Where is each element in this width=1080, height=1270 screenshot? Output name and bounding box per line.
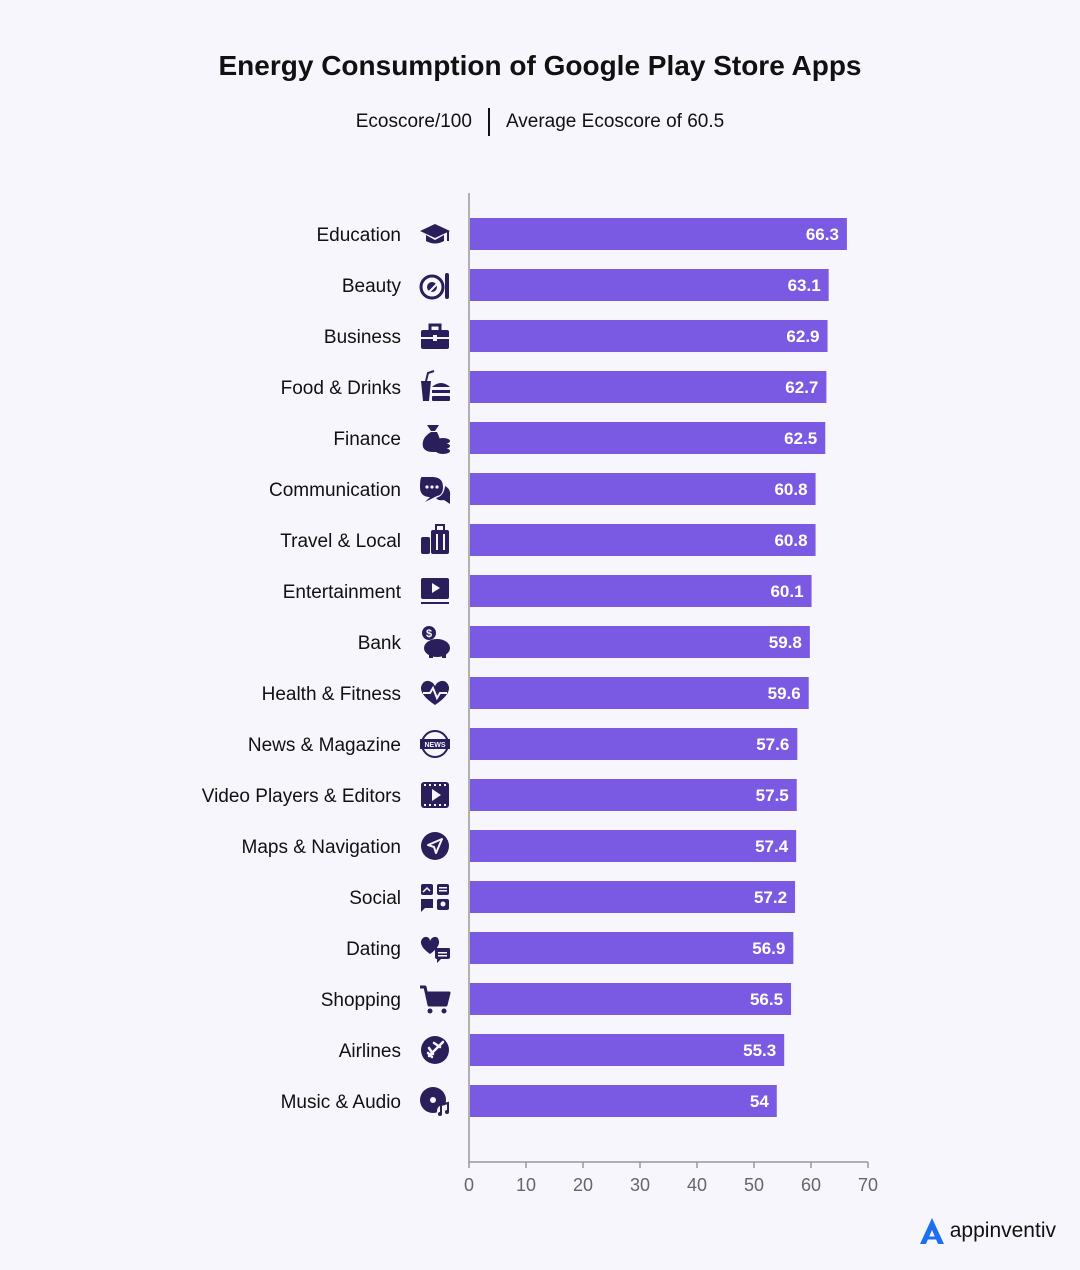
shopping-cart-icon — [420, 985, 451, 1014]
category-label-communication: Communication — [269, 480, 401, 501]
subtitle-divider — [487, 108, 490, 136]
x-tick-label: 10 — [516, 1175, 536, 1195]
hearts-chat-icon — [420, 936, 450, 963]
chart-title: Energy Consumption of Google Play Store … — [218, 50, 862, 81]
category-label-education: Education — [316, 225, 401, 246]
value-label-finance: 62.5 — [784, 429, 817, 448]
chart-subtitle: Ecoscore/100 Average Ecoscore of 60.5 — [0, 108, 1080, 136]
briefcase-icon — [421, 323, 449, 349]
category-label-airlines: Airlines — [339, 1041, 401, 1062]
value-label-health-fitness: 59.6 — [768, 684, 801, 703]
bar-finance — [470, 422, 826, 454]
bar-health-fitness — [470, 677, 809, 709]
music-disc-icon — [420, 1087, 449, 1117]
value-label-business: 62.9 — [786, 327, 819, 346]
value-label-food-drinks: 62.7 — [785, 378, 818, 397]
category-label-entertainment: Entertainment — [283, 582, 402, 603]
value-label-news-magazine: 57.6 — [756, 735, 789, 754]
value-label-shopping: 56.5 — [750, 990, 783, 1009]
brand-name: appinventiv — [949, 1219, 1056, 1242]
bar-airlines — [470, 1034, 785, 1066]
category-label-business: Business — [324, 327, 401, 348]
graduation-cap-icon — [420, 224, 450, 244]
chat-bubbles-icon — [420, 477, 451, 504]
bar-bank — [470, 626, 810, 658]
food-drink-icon — [421, 370, 450, 401]
luggage-icon — [421, 524, 449, 554]
x-tick-label: 20 — [573, 1175, 593, 1195]
value-label-video-players-editors: 57.5 — [756, 786, 789, 805]
category-label-news-magazine: News & Magazine — [248, 735, 401, 756]
svg-text:NEWS: NEWS — [425, 742, 446, 749]
bar-video-players-editors — [470, 779, 797, 811]
value-label-travel-local: 60.8 — [774, 531, 807, 550]
news-globe-icon: NEWS — [420, 730, 450, 758]
category-label-bank: Bank — [358, 633, 402, 654]
value-label-music-audio: 54 — [750, 1092, 769, 1111]
bar-news-magazine — [470, 728, 798, 760]
category-label-video-players-editors: Video Players & Editors — [202, 786, 401, 807]
category-label-music-audio: Music & Audio — [281, 1092, 401, 1113]
navigation-arrow-icon — [421, 832, 449, 860]
x-tick-label: 60 — [801, 1175, 821, 1195]
bar-business — [470, 320, 828, 352]
value-label-beauty: 63.1 — [788, 276, 821, 295]
airplane-icon — [421, 1036, 449, 1064]
category-label-dating: Dating — [346, 939, 401, 960]
category-label-maps-navigation: Maps & Navigation — [242, 837, 401, 858]
bar-travel-local — [470, 524, 816, 556]
subtitle-average: Average Ecoscore of 60.5 — [505, 111, 725, 132]
value-label-social: 57.2 — [754, 888, 787, 907]
money-bag-icon — [422, 425, 450, 454]
value-label-airlines: 55.3 — [743, 1041, 776, 1060]
piggy-bank-icon: $ — [422, 626, 450, 658]
category-label-travel-local: Travel & Local — [280, 531, 401, 552]
bar-music-audio — [470, 1085, 777, 1117]
category-label-health-fitness: Health & Fitness — [262, 684, 401, 705]
value-label-maps-navigation: 57.4 — [755, 837, 789, 856]
bar-communication — [470, 473, 816, 505]
x-tick-label: 40 — [687, 1175, 707, 1195]
bar-maps-navigation — [470, 830, 797, 862]
bar-social — [470, 881, 796, 913]
category-label-beauty: Beauty — [342, 276, 402, 297]
value-label-bank: 59.8 — [769, 633, 802, 652]
category-label-shopping: Shopping — [321, 990, 401, 1011]
x-tick-label: 70 — [858, 1175, 878, 1195]
bar-entertainment — [470, 575, 812, 607]
subtitle-scale: Ecoscore/100 — [355, 111, 472, 132]
value-label-education: 66.3 — [806, 225, 839, 244]
value-label-entertainment: 60.1 — [770, 582, 803, 601]
value-label-dating: 56.9 — [752, 939, 785, 958]
category-label-social: Social — [349, 888, 401, 909]
svg-text:$: $ — [426, 628, 432, 640]
bar-dating — [470, 932, 794, 964]
bar-food-drinks — [470, 371, 827, 403]
social-media-icon — [421, 884, 449, 912]
value-label-communication: 60.8 — [774, 480, 807, 499]
makeup-icon — [419, 273, 449, 300]
appinventiv-logo-icon — [919, 1218, 944, 1244]
bar-beauty — [470, 269, 829, 301]
bar-shopping — [470, 983, 792, 1015]
video-player-icon — [421, 782, 449, 808]
category-label-finance: Finance — [333, 429, 401, 450]
x-tick-label: 0 — [464, 1175, 474, 1195]
heartbeat-icon — [420, 680, 450, 705]
brand-logo: appinventiv — [918, 1216, 1056, 1246]
x-tick-label: 30 — [630, 1175, 650, 1195]
video-screen-icon — [421, 578, 449, 604]
category-label-food-drinks: Food & Drinks — [281, 378, 401, 399]
bar-education — [470, 218, 847, 250]
x-tick-label: 50 — [744, 1175, 764, 1195]
